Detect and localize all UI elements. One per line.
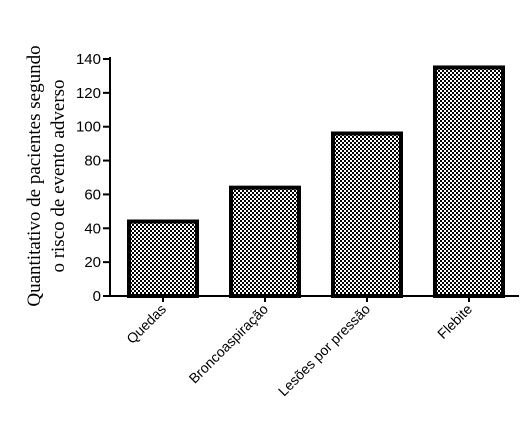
y-tick-label-7: 140 (76, 51, 101, 68)
x-tick-label-0: Quedas (123, 301, 169, 347)
y-tick-label-6: 120 (76, 85, 101, 102)
bar-2 (331, 131, 403, 298)
y-tick-label-2: 40 (84, 220, 101, 237)
x-tick-label-1: Broncoaspiração (186, 301, 272, 387)
x-tick-label-3: Flebite (434, 301, 475, 342)
y-tick-label-1: 20 (84, 254, 101, 271)
y-axis-title-line-2: o risco de evento adverso (48, 79, 69, 272)
y-tick-label-0: 0 (93, 288, 101, 305)
y-tick-label-3: 60 (84, 186, 101, 203)
y-tick-label-5: 100 (76, 119, 101, 136)
bar-1 (229, 185, 301, 299)
x-tick-label-2: Lesões por pressão (275, 301, 373, 399)
y-tick-label-4: 80 (84, 153, 101, 170)
bar-0 (127, 219, 199, 298)
y-axis-title: Quantitativo de pacientes segundo o risc… (24, 45, 69, 306)
plot-area: 0 20 40 60 80 100 120 140 Quedas Broncoaspiração L… (76, 51, 519, 399)
y-axis-title-line-1: Quantitativo de pacientes segundo (24, 45, 45, 306)
bar-3 (433, 65, 505, 299)
